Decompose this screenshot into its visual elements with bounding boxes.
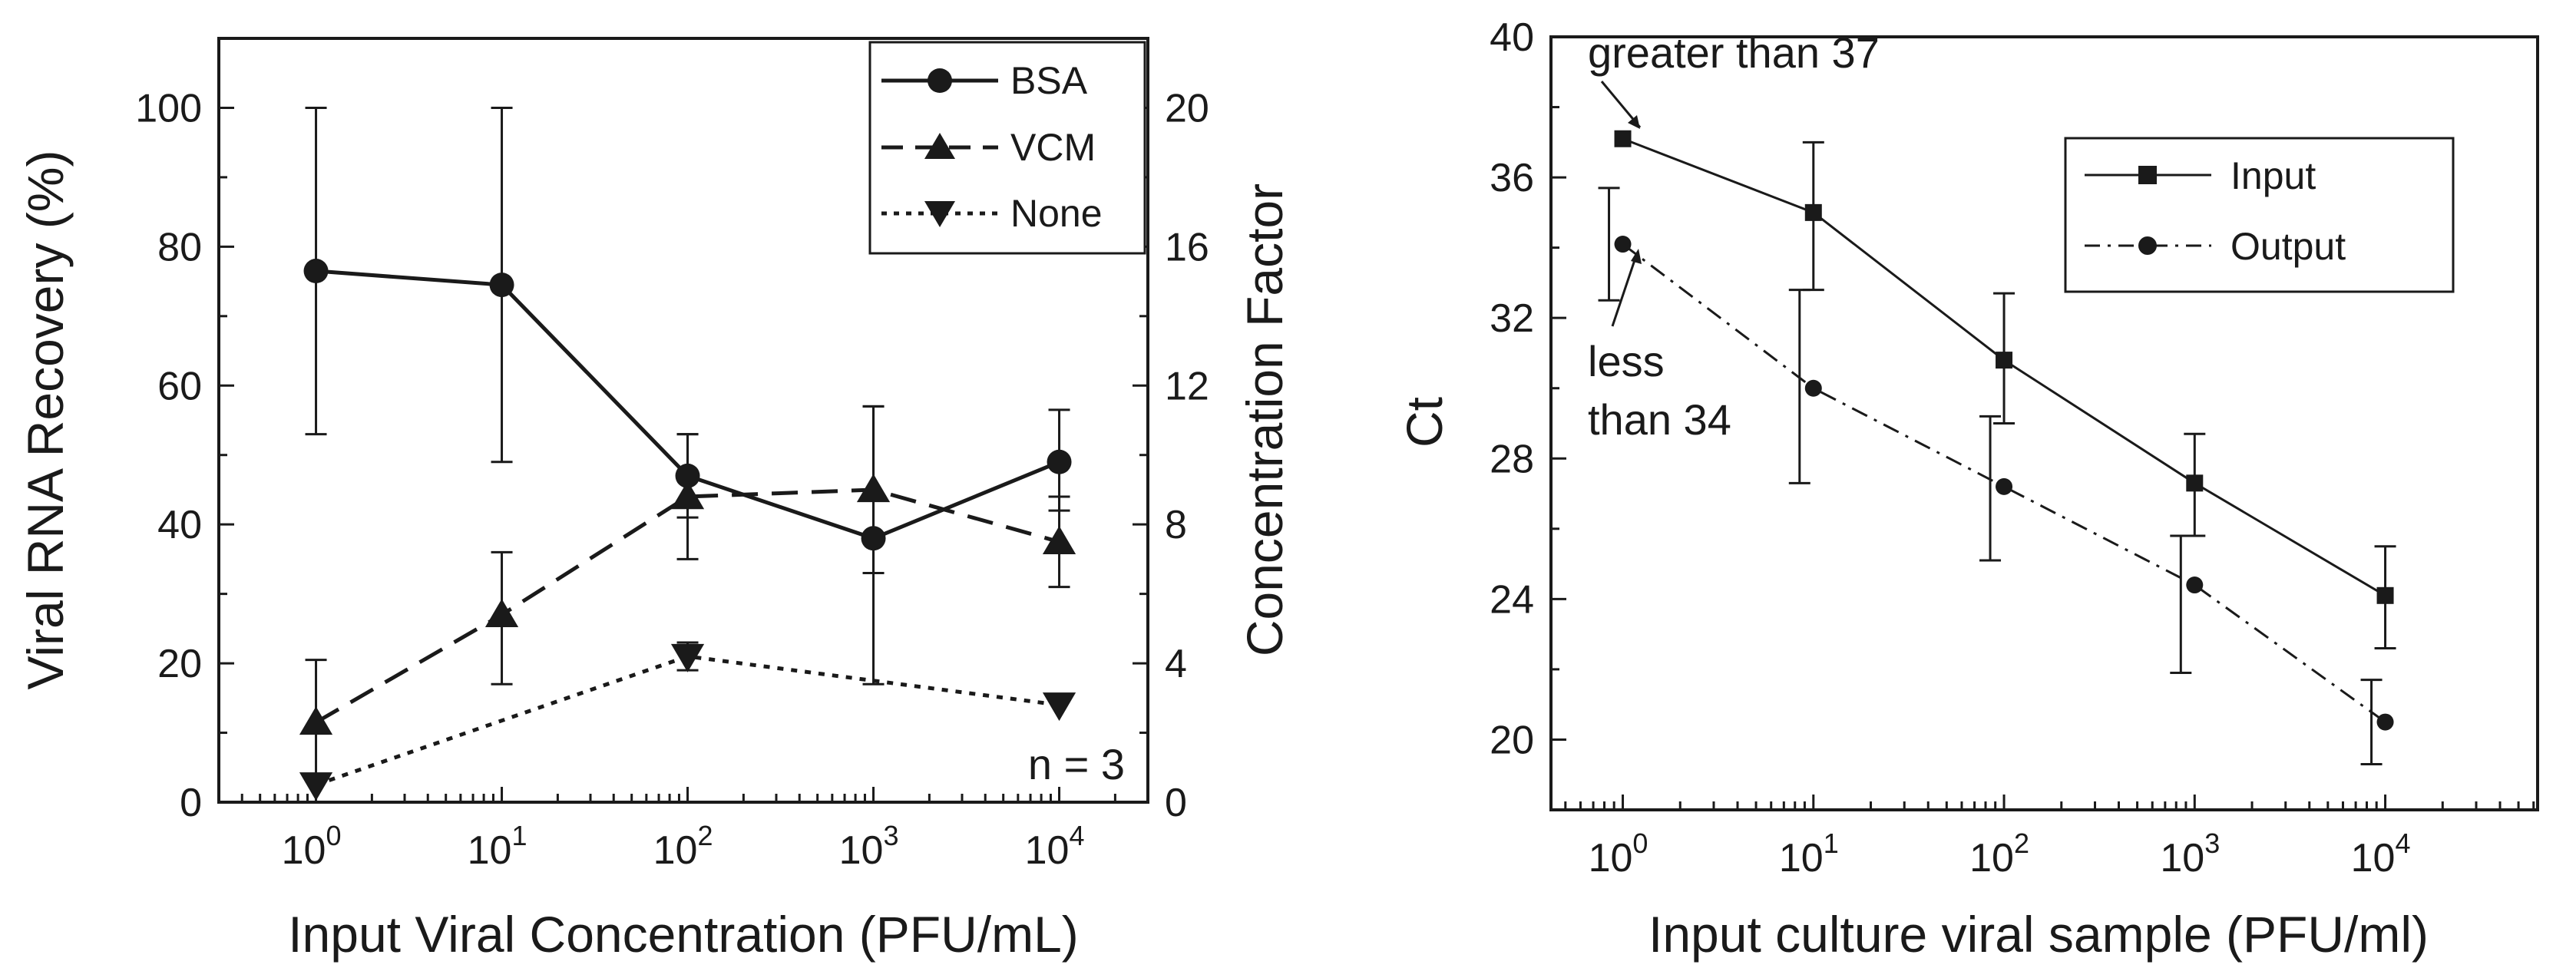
data-point-bsa — [1047, 449, 1072, 474]
x-tick-label: 100 — [1589, 828, 1648, 880]
data-point-bsa — [489, 273, 514, 298]
data-point-none — [299, 772, 333, 801]
y-tick-label: 36 — [1490, 156, 1534, 200]
y-tick-label: 20 — [157, 642, 202, 686]
data-point-vcm — [484, 599, 519, 627]
data-point-input — [1614, 130, 1632, 147]
data-point-vcm — [1042, 526, 1076, 554]
left-x-axis-title: Input Viral Concentration (PFU/mL) — [288, 906, 1079, 963]
left-y2-axis-title: Concentration Factor — [1236, 183, 1293, 656]
y-tick-label: 40 — [1490, 15, 1534, 60]
y2-tick-label: 16 — [1165, 225, 1209, 269]
y-tick-label: 60 — [157, 364, 202, 408]
y-tick-label: 20 — [1490, 718, 1534, 762]
legend-entry-output: Output — [2085, 225, 2346, 268]
data-point-output — [1804, 379, 1822, 397]
y2-tick-label: 4 — [1165, 642, 1187, 686]
x-tick-label: 101 — [468, 820, 527, 873]
y2-tick-label: 12 — [1165, 364, 1209, 408]
data-point-none — [670, 643, 705, 672]
right-plot-frame — [1549, 35, 2539, 811]
left-legend: BSA VCM None — [868, 41, 1146, 255]
right-legend: Input Output — [2064, 137, 2455, 293]
annotation-arrow-less — [1611, 253, 1639, 327]
series-line-vcm — [315, 487, 1060, 725]
left-y-axis-title: Viral RNA Recovery (%) — [17, 150, 74, 690]
legend-marker-circle — [2138, 236, 2157, 255]
x-tick-label: 104 — [2351, 828, 2411, 880]
annotation-greater-than-37: greater than 37 — [1588, 28, 1880, 77]
x-tick-label: 103 — [839, 820, 899, 873]
legend-label-output: Output — [2230, 225, 2346, 268]
y-tick-label: 80 — [157, 225, 202, 269]
data-point-bsa — [675, 463, 700, 488]
data-point-none — [1042, 692, 1076, 722]
data-point-bsa — [303, 259, 329, 284]
data-point-vcm — [856, 474, 891, 503]
x-tick-label: 100 — [282, 820, 342, 873]
right-y-axis-title: Ct — [1396, 397, 1453, 448]
y-tick-label: 28 — [1490, 437, 1534, 481]
x-tick-label: 103 — [2160, 828, 2220, 880]
legend-entry-none: None — [881, 192, 1103, 235]
annotation-less: less — [1588, 337, 1665, 385]
y2-tick-label: 20 — [1165, 86, 1209, 130]
data-point-vcm — [299, 706, 333, 735]
legend-entry-input: Input — [2085, 154, 2316, 197]
right-chart: 100 101 102 103 104 20 24 28 32 36 40 Input Output… — [1396, 15, 2539, 963]
data-point-output — [2186, 577, 2204, 594]
legend-entry-bsa: BSA — [881, 59, 1088, 102]
data-point-input — [2186, 474, 2204, 492]
data-point-input — [2376, 586, 2394, 604]
x-tick-label: 104 — [1025, 820, 1085, 873]
data-point-output — [2376, 713, 2394, 731]
legend-label-input: Input — [2230, 154, 2316, 197]
data-point-output — [1996, 477, 2013, 495]
right-legend-box — [2064, 137, 2455, 293]
legend-marker-triangle-down — [924, 201, 955, 227]
data-point-output — [1614, 236, 1632, 253]
data-point-vcm — [670, 481, 705, 510]
y-tick-label: 100 — [135, 86, 202, 130]
y-tick-label: 32 — [1490, 296, 1534, 341]
series-line-none — [315, 654, 1060, 787]
left-chart: 100 101 102 103 104 0 20 40 60 80 100 0 4 8 12 16 20 BSA… — [17, 37, 1293, 963]
data-point-input — [1804, 203, 1822, 221]
legend-label-none: None — [1010, 192, 1103, 235]
legend-marker-square — [2138, 166, 2157, 184]
y2-tick-label: 8 — [1165, 503, 1187, 547]
y-tick-label: 40 — [157, 503, 202, 547]
data-point-input — [1996, 352, 2013, 369]
left-legend-box — [868, 41, 1146, 255]
annotation-arrowhead-less — [1631, 249, 1642, 264]
legend-label-vcm: VCM — [1010, 126, 1096, 169]
y2-tick-label: 0 — [1165, 781, 1187, 825]
right-x-axis-title: Input culture viral sample (PFU/ml) — [1648, 906, 2429, 963]
data-point-bsa — [861, 526, 886, 551]
left-sample-size-note: n = 3 — [1028, 740, 1125, 788]
x-tick-label: 101 — [1779, 828, 1839, 880]
x-tick-label: 102 — [653, 820, 713, 873]
left-plot-frame — [217, 37, 1149, 804]
legend-marker-circle — [928, 68, 952, 93]
x-tick-label: 102 — [1969, 828, 2029, 880]
y-tick-label: 0 — [180, 781, 202, 825]
series-line-output — [1622, 243, 2386, 723]
annotation-arrowhead-greater — [1628, 115, 1640, 129]
y-tick-label: 24 — [1490, 577, 1534, 622]
legend-label-bsa: BSA — [1010, 59, 1088, 102]
legend-marker-triangle-up — [924, 133, 955, 159]
legend-entry-vcm: VCM — [881, 126, 1096, 169]
annotation-than-34: than 34 — [1588, 395, 1731, 444]
